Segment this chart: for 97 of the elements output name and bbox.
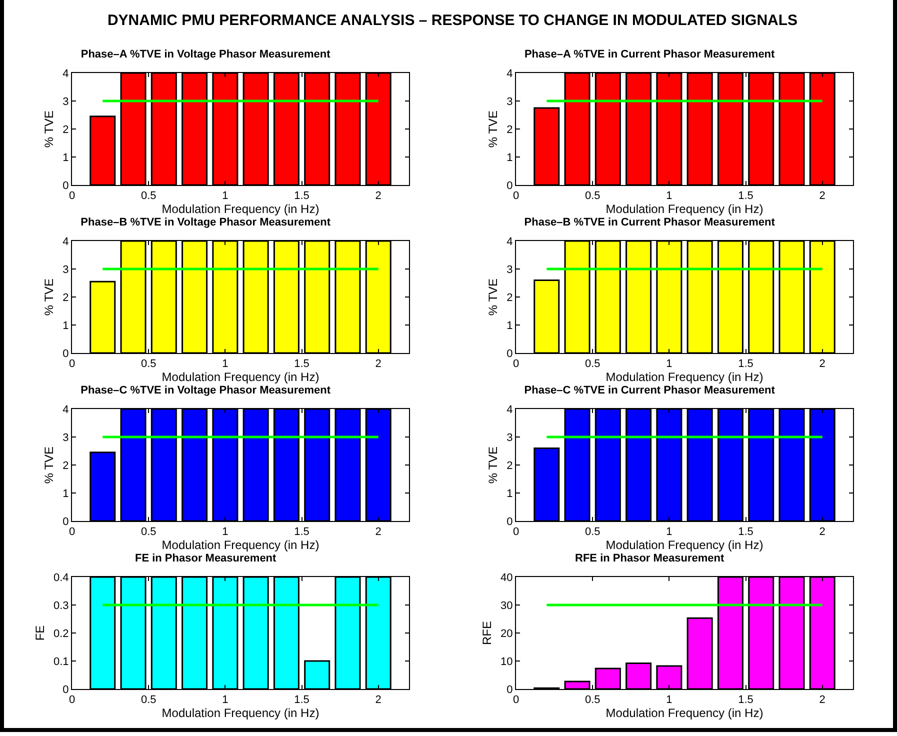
x-tick-label: 1.5: [294, 358, 310, 370]
x-tick-label: 1: [222, 694, 228, 706]
y-axis-title: % TVE: [486, 110, 500, 148]
x-tick-label: 2: [375, 526, 382, 538]
y-tick-label: 2: [506, 124, 513, 136]
x-tick-label: 2: [375, 190, 382, 202]
y-tick-label: 0: [62, 348, 69, 360]
x-tick-label: 0.5: [140, 526, 156, 538]
y-axis-title: % TVE: [42, 110, 56, 148]
x-tick-label: 1.5: [738, 526, 754, 538]
x-tick-label: 1.5: [294, 526, 310, 538]
y-tick-label: 0.1: [54, 656, 69, 668]
y-tick-label: 0.2: [54, 628, 69, 640]
x-axis-title: Modulation Frequency (in Hz): [162, 538, 320, 552]
y-tick-label: 3: [506, 432, 513, 444]
y-tick-label: 1: [506, 488, 513, 500]
y-tick-label: 1: [506, 320, 513, 332]
chart-subtitle: Phase–C %TVE in Voltage Phasor Measurement: [80, 384, 331, 396]
x-tick-label: 1: [666, 358, 672, 370]
x-axis-title: Modulation Frequency (in Hz): [606, 370, 764, 384]
x-axis-title: Modulation Frequency (in Hz): [606, 538, 764, 552]
y-tick-label: 4: [62, 68, 69, 80]
x-tick-label: 2: [819, 526, 826, 538]
y-axis-title: FE: [32, 625, 47, 641]
y-tick-label: 1: [62, 320, 69, 332]
x-axis-title: Modulation Frequency (in Hz): [606, 202, 764, 216]
x-tick-label: 0.5: [584, 526, 600, 538]
chart-subtitle: FE in Phasor Measurement: [134, 552, 277, 564]
x-tick-label: 1.5: [294, 694, 310, 706]
x-tick-label: 1: [222, 358, 228, 370]
x-axis-title: Modulation Frequency (in Hz): [162, 370, 320, 384]
y-axis-title: % TVE: [486, 446, 500, 484]
y-tick-label: 0: [62, 180, 69, 192]
x-tick-label: 2: [375, 358, 382, 370]
chart-subtitle: Phase–A %TVE in Voltage Phasor Measurement: [80, 48, 331, 60]
x-tick-label: 2: [375, 694, 382, 706]
y-tick-label: 3: [506, 264, 513, 276]
y-tick-label: 4: [506, 404, 513, 416]
chart-subtitle: Phase–B %TVE in Voltage Phasor Measurement: [80, 216, 331, 228]
y-axis-title: % TVE: [42, 278, 56, 316]
x-tick-label: 1: [666, 526, 672, 538]
chart-subtitle: Phase–A %TVE in Current Phasor Measurement: [524, 48, 776, 60]
x-tick-label: 0.5: [140, 190, 156, 202]
y-tick-label: 3: [506, 96, 513, 108]
y-tick-label: 2: [506, 292, 513, 304]
y-tick-label: 0: [506, 684, 513, 696]
y-tick-label: 2: [62, 124, 69, 136]
x-axis-title: Modulation Frequency (in Hz): [162, 202, 320, 216]
y-tick-label: 0: [506, 516, 513, 528]
y-tick-label: 0: [506, 348, 513, 360]
x-tick-label: 2: [819, 694, 826, 706]
y-tick-label: 2: [62, 292, 69, 304]
y-tick-label: 0: [506, 180, 513, 192]
y-tick-label: 0.4: [54, 572, 69, 584]
x-axis-title: Modulation Frequency (in Hz): [606, 706, 764, 720]
y-tick-label: 1: [62, 152, 69, 164]
x-tick-label: 2: [819, 190, 826, 202]
x-tick-label: 1: [222, 526, 228, 538]
x-tick-label: 0.5: [584, 190, 600, 202]
y-tick-label: 10: [500, 656, 513, 668]
x-tick-label: 1.5: [738, 694, 754, 706]
y-tick-label: 0.3: [54, 600, 69, 612]
x-tick-label: 1: [666, 694, 672, 706]
x-tick-label: 0.5: [584, 358, 600, 370]
x-tick-label: 1: [666, 190, 672, 202]
x-tick-label: 0.5: [140, 358, 156, 370]
y-axis-title: RFE: [480, 621, 494, 645]
x-tick-label: 1.5: [294, 190, 310, 202]
x-tick-label: 1.5: [738, 190, 754, 202]
y-axis-title: % TVE: [486, 278, 500, 316]
chart-subtitle: Phase–B %TVE in Current Phasor Measurement: [524, 216, 776, 228]
y-tick-label: 4: [506, 236, 513, 248]
x-axis-title: Modulation Frequency (in Hz): [162, 706, 320, 720]
y-tick-label: 20: [500, 628, 513, 640]
y-tick-label: 3: [62, 432, 69, 444]
x-tick-label: 1: [222, 190, 228, 202]
y-tick-label: 3: [62, 96, 69, 108]
x-tick-label: 1.5: [738, 358, 754, 370]
chart-subtitle: Phase–C %TVE in Current Phasor Measurement: [524, 384, 776, 396]
y-tick-label: 4: [62, 404, 69, 416]
y-tick-label: 30: [500, 600, 513, 612]
chart-subtitle: RFE in Phasor Measurement: [575, 552, 725, 564]
y-tick-label: 0: [62, 516, 69, 528]
y-tick-label: 2: [62, 460, 69, 472]
y-tick-label: 1: [506, 152, 513, 164]
y-tick-label: 3: [62, 264, 69, 276]
x-tick-label: 2: [819, 358, 826, 370]
y-tick-label: 0: [62, 684, 69, 696]
y-tick-label: 4: [506, 68, 513, 80]
text: DYNAMIC PMU PERFORMANCE ANALYSIS – RESPONSE TO CHANGE IN MODULATED SIGNALS: [106, 12, 799, 29]
x-tick-label: 0.5: [584, 694, 600, 706]
y-tick-label: 1: [62, 488, 69, 500]
y-tick-label: 4: [62, 236, 69, 248]
x-tick-label: 0.5: [140, 694, 156, 706]
y-tick-label: 40: [500, 572, 513, 584]
y-axis-title: % TVE: [42, 446, 56, 484]
y-tick-label: 2: [506, 460, 513, 472]
